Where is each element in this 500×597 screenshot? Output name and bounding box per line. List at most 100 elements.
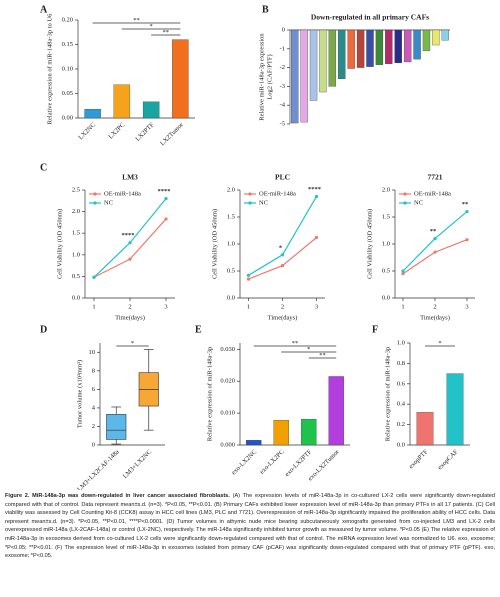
chart-title: LM3 (122, 173, 138, 182)
point (164, 217, 168, 221)
y-tick-label: 0.010 (220, 410, 235, 417)
point (401, 272, 405, 276)
x-tick-label: 3 (315, 303, 318, 310)
bar (246, 440, 262, 446)
bar (309, 29, 318, 101)
y-tick-label: 0 (92, 441, 95, 448)
y-tick-label: -3 (280, 83, 285, 90)
point (465, 238, 469, 242)
significance: * (307, 346, 310, 353)
y-tick-label: 2.5 (72, 186, 80, 193)
significance: ** (292, 340, 299, 347)
y-tick-label: 1.5 (382, 213, 390, 220)
y-axis-label: Log2 (CAF/PTF) (266, 54, 273, 99)
y-axis-label: Cell Viability (OD 450nm) (366, 209, 373, 279)
panel-label: A (40, 4, 48, 15)
chart-title: PLC (275, 173, 290, 182)
caption-title: Figure 2. MiR-148a-3p was down-regulated… (5, 493, 230, 499)
x-tick-label: exo-LX2NC (230, 449, 258, 477)
y-tick-label: 10 (89, 349, 96, 356)
y-tick-label: 0.0 (382, 294, 390, 301)
y-tick-label: -1 (280, 45, 285, 52)
y-tick-label: 4 (92, 404, 96, 411)
y-tick-label: 0 (282, 26, 285, 33)
bar (375, 29, 384, 65)
x-tick-label: LM3+LX2NC (122, 449, 154, 481)
bar (113, 84, 131, 119)
y-tick-label: -5 (280, 120, 285, 127)
y-tick-label: 1.0 (72, 251, 80, 258)
y-tick-label: 0.20 (62, 16, 73, 23)
y-tick-label: 2.0 (227, 186, 235, 193)
bar (319, 29, 327, 93)
bar (291, 29, 299, 124)
bar (172, 39, 189, 119)
x-tick-label: exopPTF (408, 448, 430, 470)
y-tick-label: 0.15 (62, 41, 73, 48)
y-tick-label: 0.05 (62, 90, 73, 97)
significance: ** (430, 228, 437, 235)
legend-label: OE-miR-148a (104, 190, 141, 197)
bar (422, 29, 431, 51)
bar (416, 412, 434, 446)
x-tick-label: LX2PC (107, 122, 126, 141)
bar (356, 29, 365, 68)
y-tick-label: 2.0 (72, 208, 80, 215)
x-tick-label: LX2PTF (134, 121, 156, 143)
point (128, 241, 132, 245)
y-tick-label: 0.020 (220, 378, 235, 385)
significance: * (279, 244, 282, 251)
bar (441, 29, 449, 41)
series-line (93, 218, 167, 278)
point (164, 197, 168, 201)
y-tick-label: 0.0 (72, 294, 80, 301)
x-tick-label: exo-LX2PTF (284, 448, 314, 478)
y-axis-label: Cell Viability (OD 450nm) (56, 209, 63, 279)
bar (142, 101, 160, 119)
bar (328, 376, 344, 446)
point (246, 277, 251, 281)
y-tick-label: 0.6 (397, 380, 406, 387)
legend-label: OE-miR-148a (259, 190, 296, 197)
significance: ** (133, 17, 140, 24)
legend-label: NC (259, 199, 268, 206)
bar (432, 29, 440, 46)
panel-label: B (262, 4, 269, 15)
point (433, 237, 437, 241)
y-tick-label: 0.5 (72, 273, 80, 280)
bar (338, 29, 346, 80)
y-tick-label: 0.4 (397, 401, 406, 408)
y-axis-label: Cell Viability (OD 450nm) (211, 209, 218, 279)
significance: ** (163, 29, 170, 36)
y-tick-label: 0.00 (62, 114, 73, 121)
x-tick-label: LM3+LX2CAF-148a (76, 448, 121, 490)
panel-label: C (40, 162, 47, 173)
x-tick-label: 3 (164, 303, 167, 310)
bar (413, 29, 421, 60)
x-axis-label: Time(days) (115, 314, 145, 321)
bar (84, 109, 101, 119)
legend-marker (248, 201, 252, 205)
panel-label: E (195, 324, 202, 335)
y-tick-label: 1.0 (382, 240, 390, 247)
significance: ** (462, 201, 469, 208)
legend-marker (403, 192, 407, 196)
box (106, 414, 127, 440)
significance: ** (319, 352, 326, 359)
point (314, 235, 319, 240)
panel-label: F (372, 324, 378, 335)
x-tick-label: LX2NC (77, 122, 97, 142)
bar (347, 29, 355, 69)
bar (301, 419, 317, 446)
series-line (402, 211, 468, 272)
y-tick-label: 1.0 (227, 240, 235, 247)
legend-marker (403, 201, 407, 205)
y-axis-label: Tumor volume (x10³mm³) (76, 360, 83, 428)
y-tick-label: 1.0 (397, 339, 405, 346)
x-tick-label: exo-LX2PC (259, 449, 286, 476)
y-tick-label: 1.5 (227, 213, 235, 220)
point (280, 264, 285, 268)
series-line (248, 237, 317, 280)
significance: **** (158, 188, 171, 195)
